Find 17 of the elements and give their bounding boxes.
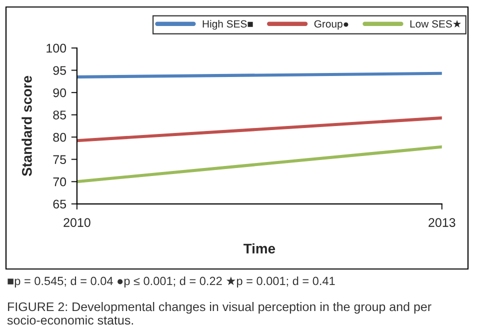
y-tick-label: 100 — [46, 44, 66, 53]
y-tick-label: 80 — [53, 132, 66, 142]
y-tick-label: 85 — [53, 110, 66, 120]
y-tick-label: 95 — [53, 66, 66, 75]
legend-label: Group● — [314, 20, 348, 30]
text: ■p = 0.545; d = 0.04 ●p ≤ 0.001; d = 0.22 ★p = 0.001; d = 0.41 — [8, 276, 335, 288]
caption: FIGURE 2: Developmental changes in visual perception in the group and per socio-economic status. — [7, 302, 432, 325]
legend-label: High SES■ — [202, 20, 253, 30]
y-tick-label: 90 — [53, 88, 66, 98]
legend-label: Low SES★ — [410, 20, 462, 28]
x-tick-label: 2010 — [64, 218, 90, 227]
y-tick-label: 70 — [53, 177, 66, 186]
x-tick-label: 2013 — [428, 218, 456, 227]
y-axis-title: Standard score — [22, 76, 32, 176]
y-tick-label: 65 — [53, 200, 66, 209]
y-tick-label: 75 — [53, 155, 66, 164]
x-axis-title: Time — [243, 243, 276, 254]
